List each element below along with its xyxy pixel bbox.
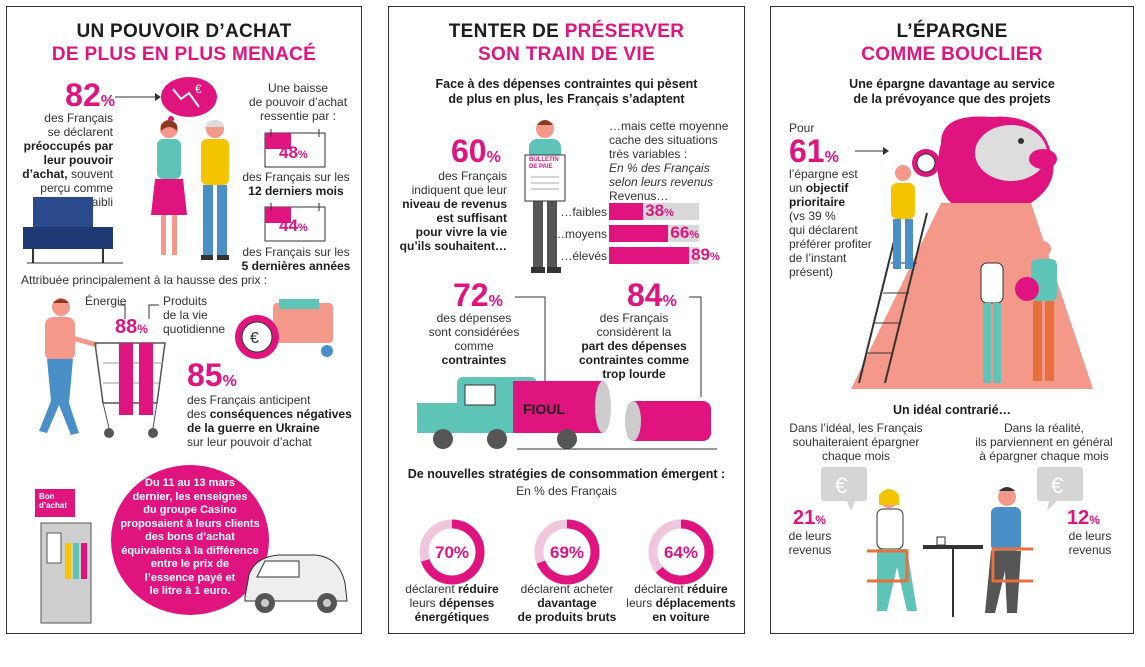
armchair-illustration — [23, 197, 123, 264]
donut-arc — [419, 519, 485, 585]
arrow-icon — [115, 93, 161, 101]
stat-82-text: des Français se déclarent préoccupés par… — [22, 111, 113, 209]
car-illustration — [244, 554, 348, 613]
stat-60-text: des Français indiquent que leur niveau d… — [399, 169, 507, 253]
donut-arc — [534, 519, 600, 585]
stat-61: 61% — [789, 133, 839, 169]
bon-achat-label: Bon d’achat — [39, 492, 68, 510]
donut-chart: 69% — [534, 519, 600, 585]
revenu-bar — [609, 225, 669, 242]
attribuee-text: Attribuée principalement à la hausse des… — [21, 273, 268, 287]
worried-couple-illustration — [151, 120, 229, 260]
cafe-couple-illustration — [867, 487, 1033, 617]
moyenne-text: …mais cette moyenne cache des situations… — [609, 119, 729, 203]
svg-text:€: € — [250, 330, 259, 347]
svg-text:€: € — [835, 473, 847, 498]
revenu-value: 38% — [645, 201, 674, 220]
casino-bubble: Du 11 au 13 mars dernier, les enseignes … — [111, 465, 269, 615]
svg-text:€: € — [1051, 473, 1063, 498]
panel2-title-line2: SON TRAIN DE VIE — [478, 44, 655, 65]
stat-44-text: des Français sur les 5 dernières années — [241, 245, 351, 273]
stat-82: 82% — [65, 77, 115, 113]
panel1-title-line2: DE PLUS EN PLUS MENACÉ — [51, 44, 317, 65]
stat-88: 88% — [115, 316, 148, 338]
stat-84: 84% — [627, 277, 677, 313]
stat-60: 60% — [451, 133, 501, 169]
stat-72-text: des dépenses sont considérées comme cont… — [428, 311, 520, 367]
connector-line — [689, 296, 702, 397]
fuel-truck-illustration — [417, 377, 717, 450]
connector-line — [515, 296, 546, 387]
revenu-value: 89% — [691, 245, 720, 264]
fuel-pump-illustration — [35, 489, 92, 624]
revenu-label: …faibles — [560, 205, 607, 219]
svg-text:€: € — [195, 82, 202, 96]
ideal-title: Un idéal contrarié… — [892, 403, 1012, 417]
energie-label: Énergie — [85, 294, 127, 308]
strategies-subtitle: En % des Français — [516, 484, 617, 498]
stat-85: 85% — [187, 357, 237, 393]
stat-85-text: des Français anticipent des conséquences… — [187, 393, 352, 449]
shopper-cart-illustration — [39, 298, 166, 438]
bulletin-label: BULLETIN DE PAIE — [529, 157, 559, 170]
calendar-icon — [264, 203, 326, 242]
donut-arc — [648, 519, 714, 585]
panel-train-de-vie: TENTER DE PRÉSERVER SON TRAIN DE VIE Fac… — [388, 6, 745, 634]
realite-text: Dans la réalité, ils parviennent en géné… — [975, 421, 1113, 463]
stat-61-text: l’épargne est un objectif prioritaire (v… — [789, 167, 872, 279]
wallet-euro-illustration: € — [235, 299, 333, 359]
panel1-title-line1: UN POUVOIR D’ACHAT — [76, 21, 292, 42]
man-payslip-illustration — [524, 120, 566, 273]
stat-72: 72% — [453, 277, 503, 313]
revenu-bar — [609, 203, 644, 220]
euro-speech-bubble-icon: € — [1037, 467, 1083, 511]
stat-48: 48% — [279, 143, 308, 162]
bar-produits — [139, 343, 153, 415]
panel-pouvoir-achat: UN POUVOIR D’ACHAT DE PLUS EN PLUS MENAC… — [6, 6, 362, 634]
bar-energie — [119, 343, 133, 415]
produits-label: Produits de la vie quotidienne — [163, 294, 226, 336]
baisse-text: Une baisse de pouvoir d’achat ressentie … — [248, 81, 348, 123]
panel-epargne: L’ÉPARGNE COMME BOUCLIER Une épargne dav… — [770, 6, 1134, 634]
revenu-label: …moyens — [552, 227, 607, 241]
stat-44: 44% — [279, 216, 308, 235]
revenu-bar — [609, 247, 690, 264]
panel3-title-line2: COMME BOUCLIER — [861, 44, 1043, 65]
donut-chart: 70% — [419, 519, 485, 585]
donut-value: 64% — [664, 543, 698, 562]
stat-48-text: des Français sur les 12 derniers mois — [242, 170, 350, 198]
calendar-icon — [264, 129, 326, 168]
donut-value: 70% — [435, 543, 469, 562]
panel3-title-line1: L’ÉPARGNE — [896, 21, 1008, 42]
donut-value: 69% — [550, 543, 584, 562]
strategy-produits-text: déclarent acheter davantage de produits … — [517, 582, 617, 624]
bracket-lines — [119, 304, 159, 319]
stat-21: 21% — [793, 507, 826, 529]
panel2-subtitle: Face à des dépenses contraintes qui pèse… — [435, 77, 698, 106]
stat-21-text: de leurs revenus — [788, 529, 832, 557]
ideal-text: Dans l’idéal, les Français souhaiteraien… — [789, 421, 923, 463]
revenu-value: 66% — [670, 223, 700, 242]
donut-chart: 64% — [648, 519, 714, 585]
fioul-label: FIOUL — [523, 401, 565, 417]
strategies-title: De nouvelles stratégies de consommation … — [407, 467, 726, 481]
strategy-energie-text: déclarent réduire leurs dépenses énergét… — [405, 582, 499, 624]
euro-speech-bubble-icon: € — [821, 467, 867, 511]
stat-61-pre: Pour — [789, 121, 815, 135]
stat-12: 12% — [1067, 507, 1100, 529]
panel3-subtitle: Une épargne davantage au service de la p… — [849, 77, 1055, 106]
piggy-bank-ladder-illustration — [851, 116, 1093, 389]
strategy-voiture-text: déclarent réduire leurs déplacements en … — [626, 582, 736, 624]
stat-12-text: de leurs revenus — [1068, 529, 1112, 557]
arrow-icon — [855, 147, 889, 155]
stat-84-text: des Français considèrent la part des dép… — [578, 311, 690, 381]
revenu-label: …élevés — [560, 249, 607, 263]
panel2-title-line1: TENTER DE PRÉSERVER — [448, 21, 685, 42]
